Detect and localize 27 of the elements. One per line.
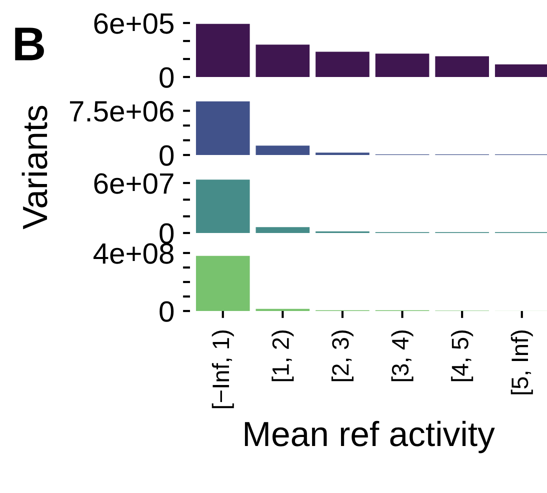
x-tick-label: [−Inf, 1) — [212, 330, 234, 408]
bar — [196, 180, 250, 233]
x-tick-label: [4, 5) — [451, 330, 474, 382]
x-tick-label: [1, 2) — [272, 330, 294, 382]
y-tick-label: 0 — [160, 223, 174, 244]
bar — [196, 256, 250, 311]
bar — [256, 227, 310, 233]
y-tick-label: 0 — [160, 301, 174, 322]
x-tick-label: [5, Inf) — [510, 330, 533, 394]
bar — [256, 146, 310, 155]
y-tick-label: 0 — [160, 145, 174, 166]
bar — [316, 52, 370, 77]
y-tick-label: 4e+08 — [93, 243, 174, 264]
x-axis-title: Mean ref activity — [244, 420, 495, 454]
bar — [435, 56, 489, 77]
bar — [196, 24, 250, 77]
bar — [375, 54, 430, 77]
x-tick-label: [2, 3) — [331, 330, 354, 382]
y-tick-label: 0 — [160, 67, 174, 88]
y-tick-label: 6e+07 — [94, 173, 174, 194]
x-tick-label: [3, 4) — [391, 330, 414, 382]
y-tick-label: 6e+05 — [94, 13, 174, 34]
y-axis-title: Variants — [22, 106, 48, 230]
y-tick-label: 7.5e+06 — [70, 100, 174, 122]
bar — [256, 44, 310, 77]
bar — [196, 101, 250, 155]
chart-title: B — [15, 28, 44, 60]
